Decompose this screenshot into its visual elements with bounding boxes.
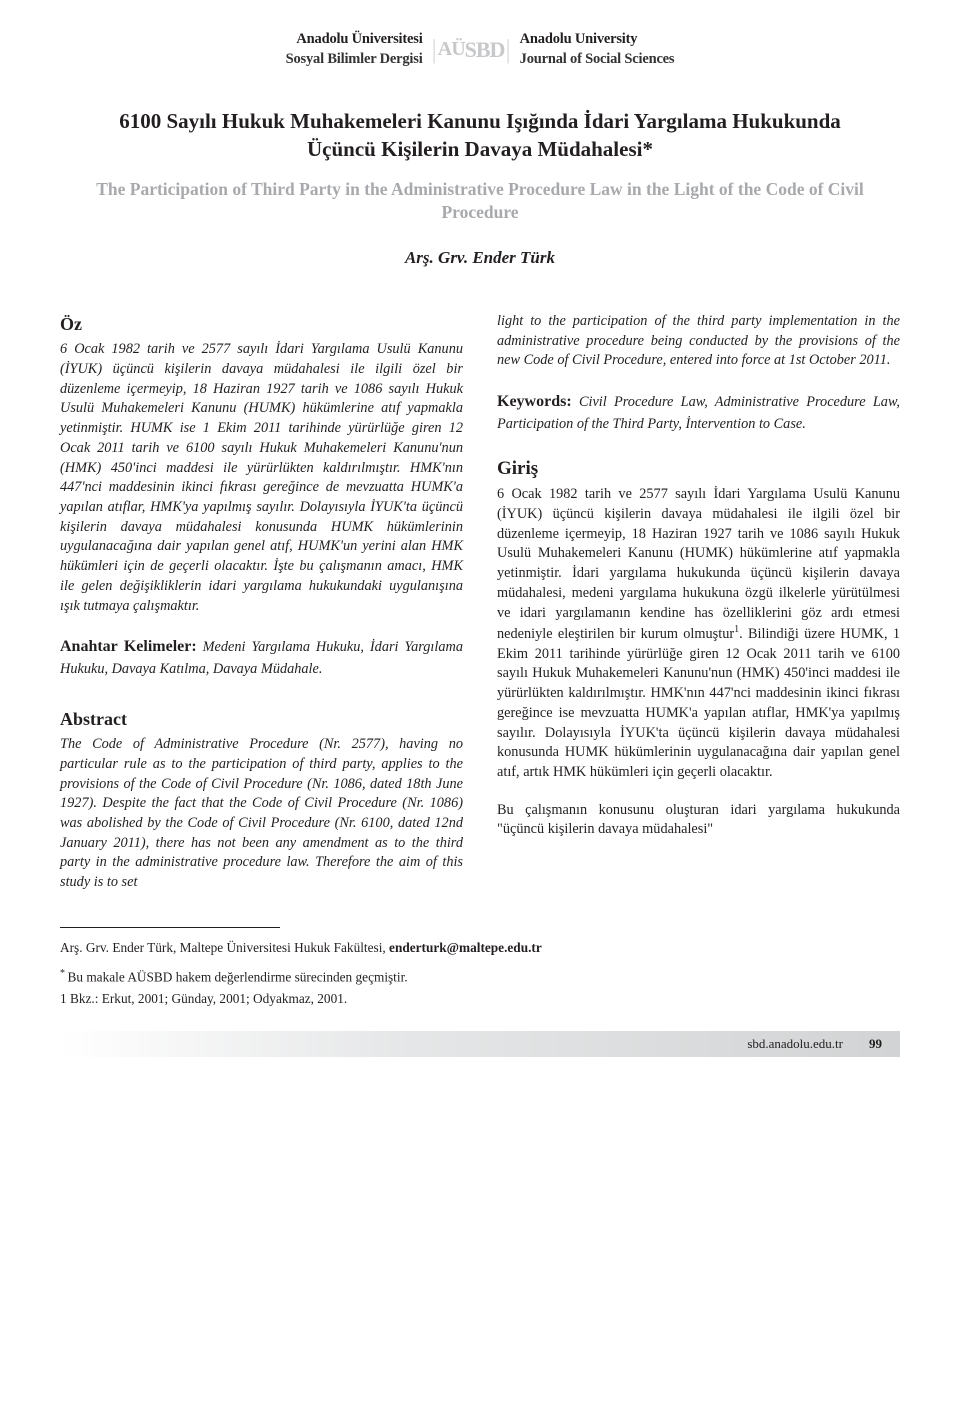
star-footnote: * Bu makale AÜSBD hakem değerlendirme sü… [60, 966, 900, 987]
oz-heading: Öz [60, 312, 463, 336]
footnotes: Arş. Grv. Ender Türk, Maltepe Üniversite… [60, 938, 900, 1009]
journal-name-tr: Anadolu Üniversitesi [286, 30, 423, 50]
author-name: Arş. Grv. Ender Türk [60, 247, 900, 270]
page-number: 99 [869, 1035, 882, 1053]
journal-subtitle-en: Journal of Social Sciences [520, 50, 675, 70]
logo-sbd: SBD [465, 35, 505, 65]
anahtar-kelimeler: Anahtar Kelimeler: Medeni Yargılama Huku… [60, 636, 463, 678]
footnote-rule [60, 927, 280, 928]
footer-url: sbd.anadolu.edu.tr [747, 1035, 843, 1053]
star-footnote-text: Bu makale AÜSBD hakem değerlendirme süre… [68, 969, 408, 984]
footnote-1-text: Bkz.: Erkut, 2001; Günday, 2001; Odyakma… [70, 991, 347, 1006]
journal-name-en: Anadolu University [520, 30, 675, 50]
affiliation-text: Arş. Grv. Ender Türk, Maltepe Üniversite… [60, 940, 389, 955]
footnote-1: 1 Bkz.: Erkut, 2001; Günday, 2001; Odyak… [60, 989, 900, 1009]
journal-header-right: Anadolu University Journal of Social Sci… [520, 30, 675, 69]
giris-body-post: . Bilindiği üzere HUMK, 1 Ekim 2011 tari… [497, 626, 900, 780]
journal-logo: |AÜSBD| [431, 32, 512, 67]
star-marker: * [60, 968, 68, 979]
abstract-continuation: light to the participation of the third … [497, 312, 900, 371]
article-title-tr: 6100 Sayılı Hukuk Muhakemeleri Kanunu Iş… [90, 107, 870, 164]
anahtar-label: Anahtar Kelimeler: [60, 638, 197, 655]
journal-header-left: Anadolu Üniversitesi Sosyal Bilimler Der… [286, 30, 423, 69]
oz-body: 6 Ocak 1982 tarih ve 2577 sayılı İdari Y… [60, 340, 463, 616]
right-column: light to the participation of the third … [497, 312, 900, 893]
left-column: Öz 6 Ocak 1982 tarih ve 2577 sayılı İdar… [60, 312, 463, 893]
page-footer: sbd.anadolu.edu.tr 99 [60, 1031, 900, 1057]
abstract-body: The Code of Administrative Procedure (Nr… [60, 735, 463, 893]
logo-au: AÜ [438, 36, 465, 63]
two-column-layout: Öz 6 Ocak 1982 tarih ve 2577 sayılı İdar… [60, 312, 900, 893]
journal-header: Anadolu Üniversitesi Sosyal Bilimler Der… [60, 30, 900, 69]
giris-body-2: Bu çalışmanın konusunu oluşturan idari y… [497, 801, 900, 840]
giris-heading: Giriş [497, 456, 900, 482]
journal-subtitle-tr: Sosyal Bilimler Dergisi [286, 50, 423, 70]
article-title-en: The Participation of Third Party in the … [90, 178, 870, 225]
giris-body: 6 Ocak 1982 tarih ve 2577 sayılı İdari Y… [497, 485, 900, 783]
footnote-1-number: 1 [60, 991, 70, 1006]
author-email: enderturk@maltepe.edu.tr [389, 940, 542, 955]
keywords-label: Keywords: [497, 393, 572, 410]
abstract-heading: Abstract [60, 707, 463, 731]
giris-body-pre: 6 Ocak 1982 tarih ve 2577 sayılı İdari Y… [497, 486, 900, 642]
keywords-block: Keywords: Civil Procedure Law, Administr… [497, 391, 900, 433]
author-affiliation: Arş. Grv. Ender Türk, Maltepe Üniversite… [60, 938, 900, 958]
